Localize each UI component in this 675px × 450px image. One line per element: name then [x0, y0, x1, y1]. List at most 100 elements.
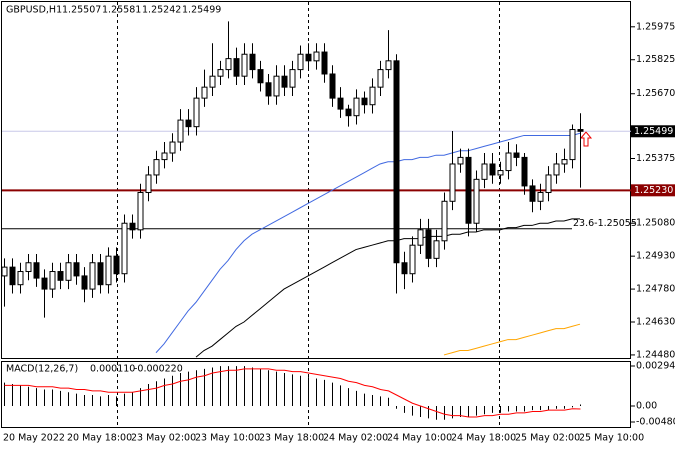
y-tick-label: 1.25825 [636, 54, 675, 65]
candle-body [281, 75, 288, 88]
day-separators [117, 2, 500, 428]
candle-body [337, 97, 344, 110]
candle-body [457, 156, 464, 165]
candle-body [537, 192, 544, 202]
up-arrow [579, 131, 593, 147]
macd-signal-value: -0.000220 [134, 364, 183, 375]
candle-body [265, 82, 272, 97]
candle-body [305, 53, 312, 62]
candle-body [57, 271, 64, 281]
y-tick-label: 1.24930 [636, 251, 675, 262]
y-tick-label: 1.24480 [636, 349, 675, 360]
x-tick-label: 20 May 18:00 [67, 433, 132, 444]
candle-body [129, 222, 136, 231]
x-tick-label: 24 May 18:00 [451, 433, 516, 444]
macd-frame [1, 361, 631, 428]
x-tick-label: 25 May 10:00 [579, 433, 644, 444]
macd-y-tick-label: -0.00480 [636, 417, 675, 428]
y-tick-label: 1.25375 [636, 153, 675, 164]
candle-body [201, 86, 208, 99]
candle-body [273, 75, 280, 97]
level-label-box [631, 184, 675, 197]
candle-body [81, 275, 88, 290]
candle-body [73, 262, 80, 277]
candle-body [553, 163, 560, 176]
macd-label: MACD(12,26,7) [6, 364, 78, 375]
candle-body [545, 174, 552, 194]
macd-y-tick-label: 0.00 [636, 401, 657, 412]
header-value: 1.25507 [62, 5, 101, 16]
macd-value: 0.000110 [90, 364, 135, 375]
x-tick-label: 23 May 10:00 [195, 433, 260, 444]
candle-body [329, 73, 336, 99]
x-tick-label: 24 May 10:00 [387, 433, 452, 444]
x-tick-label: 24 May 02:00 [323, 433, 388, 444]
candle-body [233, 58, 240, 77]
candle-body [153, 159, 160, 176]
candle-body [377, 69, 384, 88]
candle-body [145, 174, 152, 194]
candle-body [561, 159, 568, 165]
candle-body [121, 222, 128, 275]
candle-body [441, 200, 448, 242]
candle-body [577, 129, 584, 132]
candle-body [417, 229, 424, 246]
x-tick-label: 20 May 2022 [3, 433, 65, 444]
candle-body [49, 271, 56, 290]
candle-body [1, 266, 8, 277]
candle-body [41, 277, 48, 290]
fib-label: 23.6-1.25055 [573, 218, 637, 229]
candle-body [361, 97, 368, 106]
candle-body [257, 69, 264, 84]
candle-body [297, 53, 304, 71]
candle-body [521, 156, 528, 187]
candle-body [65, 262, 72, 281]
candle-body [217, 69, 224, 77]
main-frame [1, 1, 631, 359]
candle-body [409, 244, 416, 275]
candle-body [481, 163, 488, 180]
candle-body [33, 262, 40, 279]
candle-body [241, 53, 248, 77]
candle-body [321, 51, 328, 75]
candle-body [249, 53, 256, 71]
candle-body [225, 58, 232, 71]
candle-body [513, 152, 520, 158]
candle-body [185, 119, 192, 128]
candle-body [401, 262, 408, 275]
candle-body [569, 129, 576, 161]
x-tick-label: 25 May 02:00 [515, 433, 580, 444]
candle-body [497, 170, 504, 176]
moving-average [443, 323, 581, 356]
y-tick-label: 1.24780 [636, 284, 675, 295]
bid-label-box [631, 125, 675, 138]
candle-body [369, 86, 376, 106]
header-value: 1.25499 [182, 5, 221, 16]
y-tick-label: 1.25975 [636, 21, 675, 32]
candle-body [169, 141, 176, 154]
candle-body [137, 192, 144, 231]
candle-body [89, 262, 96, 290]
candle-body [345, 108, 352, 117]
candle-body [393, 60, 400, 264]
candle-body [425, 229, 432, 259]
moving-average [195, 218, 580, 358]
candle-body [313, 51, 320, 62]
candle-body [465, 156, 472, 224]
bid-label: 1.25499 [634, 126, 673, 137]
candle-body [177, 119, 184, 143]
candle-body [193, 97, 200, 128]
candle-body [25, 262, 32, 273]
candle-body [505, 152, 512, 172]
level-label: 1.25230 [634, 185, 673, 196]
y-tick-label: 1.25670 [636, 88, 675, 99]
candle-body [489, 163, 496, 176]
candle-body [529, 185, 536, 202]
candle-body [353, 97, 360, 117]
x-tick-label: 23 May 18:00 [259, 433, 324, 444]
y-tick-label: 1.25080 [636, 218, 675, 229]
header-value: 1.25581 [102, 5, 141, 16]
candle-body [9, 266, 16, 286]
